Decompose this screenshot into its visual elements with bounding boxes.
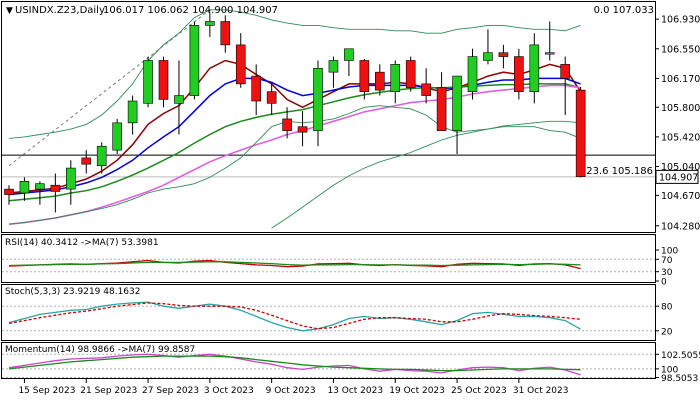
price-tick-label: 104.280 xyxy=(661,221,700,232)
time-tick-label: 21 Sep 2023 xyxy=(80,386,137,396)
time-tick-label: 27 Sep 2023 xyxy=(142,386,199,396)
candle-body xyxy=(314,68,323,130)
candle-body xyxy=(561,64,570,78)
fib-label: 23.6 105.186 xyxy=(586,166,653,177)
candle-body xyxy=(360,60,369,91)
candle xyxy=(190,21,199,99)
candle-body xyxy=(375,72,384,90)
price-tick-label: 105.800 xyxy=(661,103,700,114)
candle-body xyxy=(406,60,415,87)
indicator-level-label: 0 xyxy=(661,278,667,288)
candle-body xyxy=(35,184,44,189)
time-tick-label: 15 Sep 2023 xyxy=(18,386,75,396)
candle-body xyxy=(267,92,276,104)
time-tick-label: 31 Oct 2023 xyxy=(513,386,569,396)
price-tick-label: 105.420 xyxy=(661,132,700,143)
candle-body xyxy=(391,64,400,91)
top-right-label: 0.0 107.033 xyxy=(594,5,654,16)
last-price-label: 104.907 xyxy=(659,172,698,183)
time-tick-label: 25 Oct 2023 xyxy=(451,386,507,396)
candle xyxy=(159,57,168,108)
candle-body xyxy=(483,53,492,61)
candle-body xyxy=(97,146,106,165)
candle xyxy=(514,49,523,100)
main-panel-frame xyxy=(2,2,656,233)
candle-body xyxy=(236,45,245,84)
indicator-level-label: 20 xyxy=(661,327,673,337)
candle xyxy=(113,119,122,154)
time-tick-label: 19 Oct 2023 xyxy=(389,386,445,396)
candle-body xyxy=(329,60,338,72)
candle-body xyxy=(453,76,462,131)
candle-body xyxy=(514,57,523,92)
indicator-level-label: 98.5053 xyxy=(661,374,698,384)
candle xyxy=(144,57,153,108)
indicator-level-label: 80 xyxy=(661,303,673,313)
candle-body xyxy=(298,127,307,132)
candle-body xyxy=(344,49,353,61)
price-tick-label: 106.550 xyxy=(661,44,700,55)
indicator-level-label: 102.5055 xyxy=(661,351,700,361)
candle-body xyxy=(5,189,14,194)
candle-body xyxy=(437,88,446,131)
chart-title: USINDX.Z23,Daily xyxy=(15,5,105,16)
price-tick-label: 104.670 xyxy=(661,191,700,202)
candle-body xyxy=(205,21,214,25)
candle-body xyxy=(252,76,261,101)
candle-body xyxy=(530,45,539,92)
candle-body xyxy=(499,53,508,57)
candle-body xyxy=(190,25,199,95)
price-axis: 106.930 106.550 106.170 105.800 105.420 105.0… xyxy=(655,15,700,233)
candle-body xyxy=(128,101,137,123)
candle-body xyxy=(468,57,477,92)
candle xyxy=(576,87,585,177)
candle-body xyxy=(576,90,585,177)
candle-body xyxy=(20,181,29,193)
candle-body xyxy=(283,119,292,131)
candle xyxy=(406,57,415,92)
stoch-label: Stoch(5,3,3) 23.9219 48.1632 xyxy=(5,287,140,297)
price-tick-label: 106.930 xyxy=(661,15,700,26)
rsi-label: RSI(14) 40.3412 ->MA(7) 53.3981 xyxy=(5,238,159,248)
candle-body xyxy=(174,96,183,104)
time-tick-label: 3 Oct 2023 xyxy=(204,386,254,396)
ohlc-header: 106.017 106.062 104.900 104.907 xyxy=(103,5,278,16)
candle-body xyxy=(422,84,431,96)
candle-body xyxy=(66,168,75,189)
momentum-label: Momentum(14) 98.9866 ->MA(7) 99.8587 xyxy=(5,345,195,355)
candle-body xyxy=(82,158,91,164)
time-tick-label: 9 Oct 2023 xyxy=(266,386,316,396)
chart-title-icon: ▼ xyxy=(6,6,13,16)
time-axis: 15 Sep 2023 21 Sep 2023 27 Sep 2023 3 Oct 2… xyxy=(18,379,568,396)
candle-body xyxy=(221,21,230,44)
candle-body xyxy=(545,53,554,55)
candle-body xyxy=(51,185,60,191)
candle-body xyxy=(159,60,168,99)
time-tick-label: 13 Oct 2023 xyxy=(327,386,383,396)
candle xyxy=(468,49,477,100)
indicator-level-label: 70 xyxy=(661,256,673,266)
candle-body xyxy=(113,123,122,150)
price-tick-label: 106.170 xyxy=(661,74,700,85)
candle-body xyxy=(144,60,153,103)
